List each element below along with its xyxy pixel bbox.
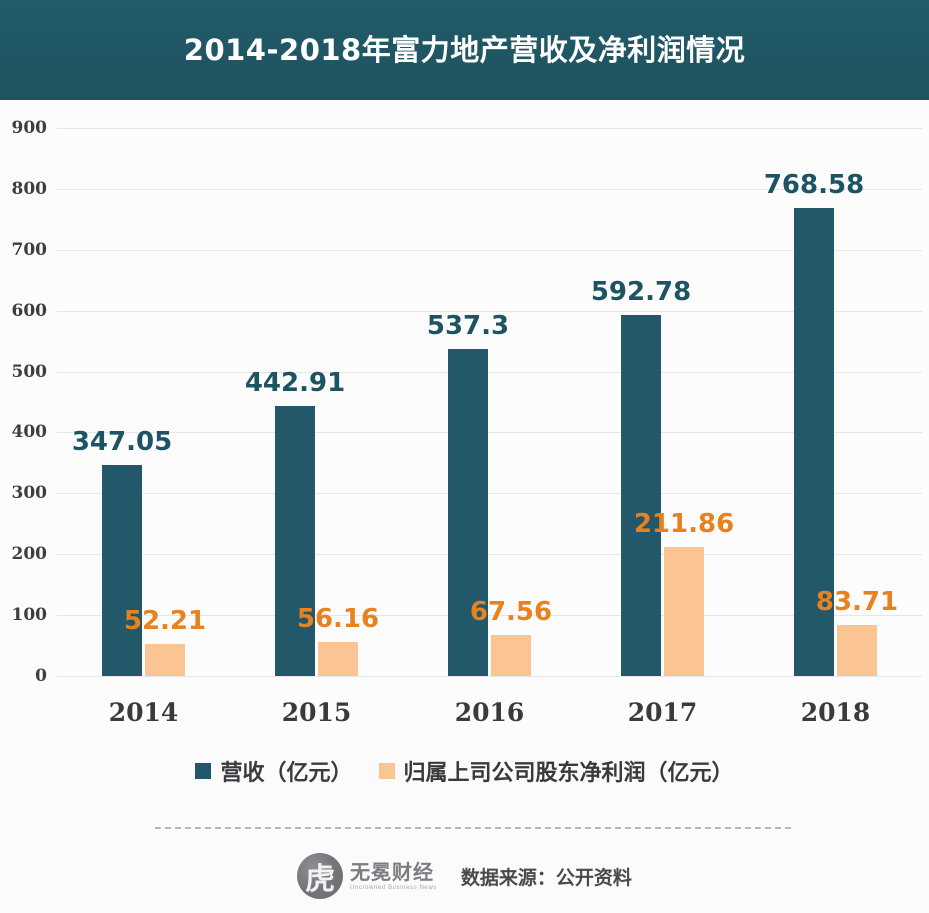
gridline <box>57 188 922 190</box>
value-label-profit-2017: 211.86 <box>633 509 735 539</box>
y-axis-tick-label: 300 <box>11 483 48 504</box>
legend-swatch-profit <box>378 763 395 779</box>
legend-label-revenue: 营收（亿元） <box>220 761 353 786</box>
bar-revenue-2017[interactable] <box>621 315 661 676</box>
bar-profit-2017[interactable] <box>664 547 704 676</box>
brand-text: 无冕财经 Uncrowned Business News <box>350 862 437 891</box>
bar-revenue-2016[interactable] <box>448 348 488 676</box>
gridline <box>57 493 922 495</box>
bar-profit-2016[interactable] <box>491 634 531 676</box>
data-source-note: 数据来源：公开资料 <box>460 866 632 889</box>
bar-revenue-2015[interactable] <box>275 406 315 676</box>
chart-header-band: 2014-2018年富力地产营收及净利润情况 <box>0 0 929 100</box>
y-axis-tick-label: 400 <box>11 422 48 443</box>
value-label-revenue-2018: 768.58 <box>763 170 865 201</box>
gridline <box>57 676 922 677</box>
bar-revenue-2018[interactable] <box>794 208 834 676</box>
value-label-profit-2016: 67.56 <box>469 596 553 627</box>
x-axis-tick-label-2015: 2015 <box>281 698 352 727</box>
brand-name: 无冕财经 <box>350 859 435 884</box>
legend-item-profit[interactable]: 归属上司公司股东净利润（亿元） <box>378 755 734 787</box>
gridline <box>57 615 922 617</box>
x-axis-tick-label-2014: 2014 <box>108 698 179 727</box>
value-label-revenue-2015: 442.91 <box>244 368 346 399</box>
gridline <box>57 310 922 312</box>
y-axis-tick-label: 600 <box>11 300 48 321</box>
page-title: 2014-2018年富力地产营收及净利润情况 <box>183 33 746 67</box>
value-label-profit-2014: 52.21 <box>123 606 207 637</box>
legend-label-profit: 归属上司公司股东净利润（亿元） <box>403 761 734 786</box>
bar-profit-2015[interactable] <box>318 641 358 676</box>
legend-item-revenue[interactable]: 营收（亿元） <box>195 755 353 787</box>
gridline <box>57 128 922 129</box>
footer-divider <box>155 827 791 829</box>
y-axis-tick-label: 800 <box>11 178 48 199</box>
value-label-revenue-2016: 537.3 <box>426 310 510 341</box>
y-axis-tick-label: 100 <box>11 605 48 626</box>
chart-legend: 营收（亿元） 归属上司公司股东净利润（亿元） <box>0 755 929 787</box>
tiger-logo-icon <box>297 853 344 899</box>
brand-logo: 无冕财经 Uncrowned Business News <box>297 853 437 899</box>
value-label-revenue-2017: 592.78 <box>590 277 692 308</box>
y-axis-tick-label: 200 <box>11 544 48 565</box>
bar-revenue-2014[interactable] <box>102 464 142 676</box>
legend-swatch-revenue <box>195 763 212 779</box>
y-axis-tick-label: 700 <box>11 239 48 260</box>
value-label-profit-2018: 83.71 <box>815 587 899 618</box>
value-label-profit-2015: 56.16 <box>296 603 380 634</box>
y-axis-tick-label: 500 <box>11 361 48 382</box>
y-axis-tick-label: 0 <box>35 666 47 686</box>
x-axis-tick-label-2016: 2016 <box>454 698 525 727</box>
gridline <box>57 554 922 556</box>
bar-profit-2014[interactable] <box>145 644 185 676</box>
x-axis-tick-label-2018: 2018 <box>800 698 871 727</box>
bar-profit-2018[interactable] <box>837 625 877 676</box>
gridline <box>57 371 922 373</box>
y-axis-tick-label: 900 <box>11 118 48 138</box>
gridline <box>57 432 922 434</box>
gridline <box>57 249 922 251</box>
chart-plot-area: 900 800 700 600 500 400 300 200 100 0 347.05 52.21… <box>0 100 929 740</box>
x-axis-tick-label-2017: 2017 <box>627 698 698 727</box>
chart-footer: 无冕财经 Uncrowned Business News 数据来源：公开资料 <box>0 845 929 907</box>
brand-subtitle: Uncrowned Business News <box>350 884 437 891</box>
value-label-revenue-2014: 347.05 <box>71 426 173 457</box>
